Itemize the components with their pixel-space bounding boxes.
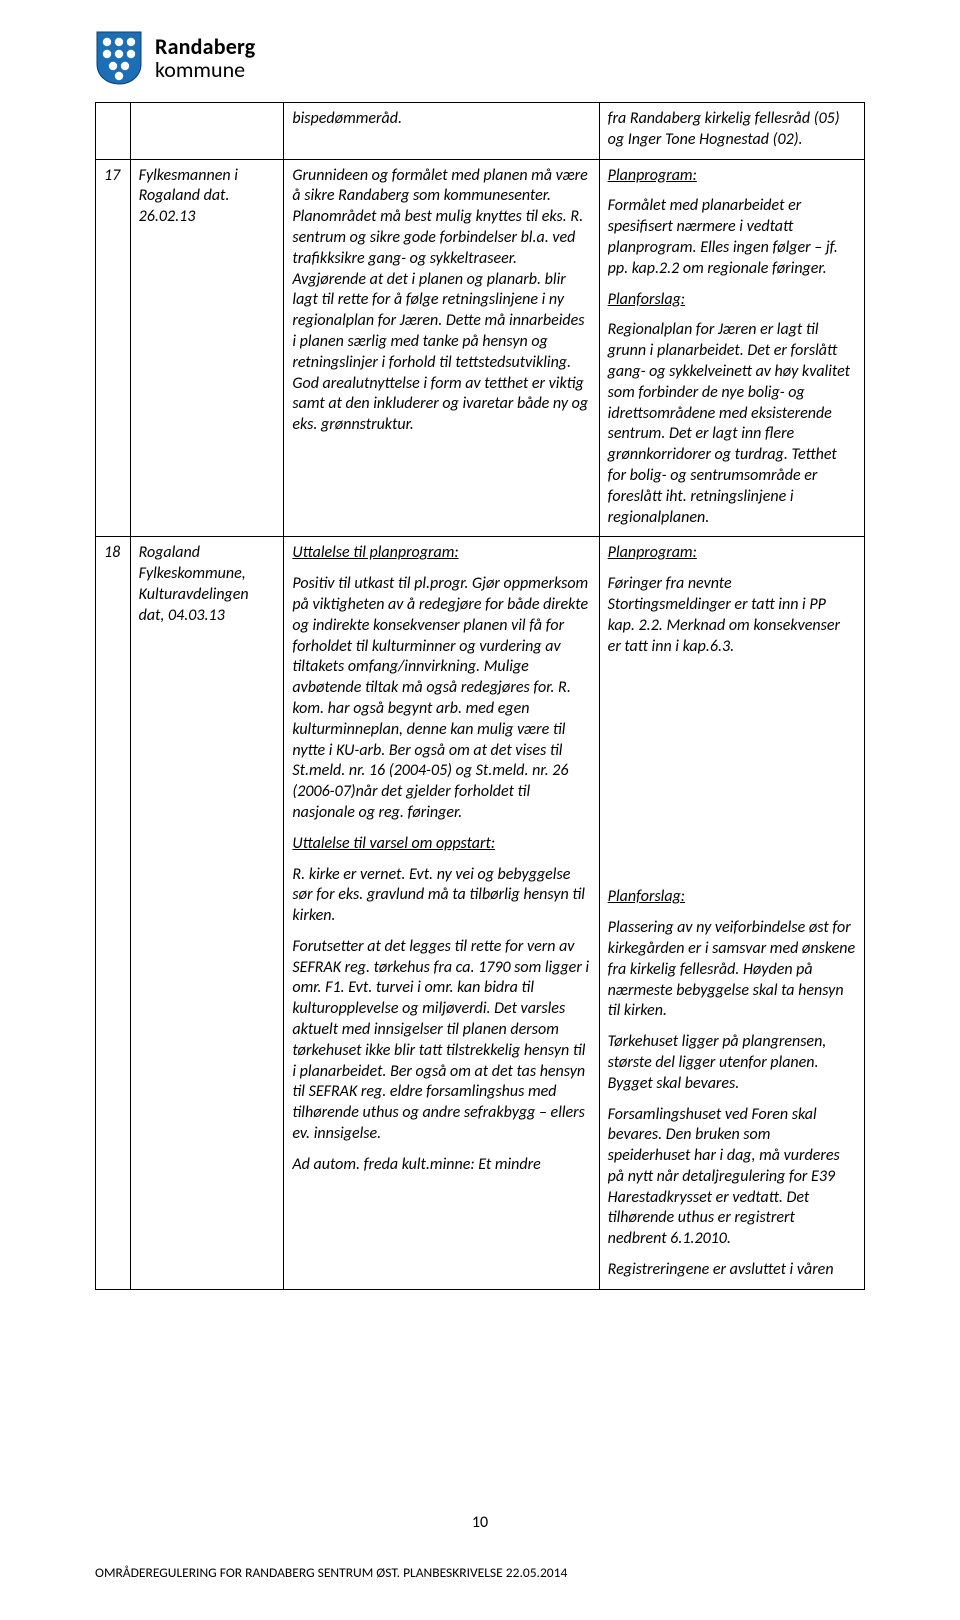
brand-text: Randaberg kommune: [155, 35, 255, 81]
section-heading: Uttalelse til varsel om oppstart:: [292, 834, 590, 855]
statement-cell: bispedømmeråd.: [284, 103, 599, 160]
paragraph: Grunnideen og formålet med planen må vær…: [292, 166, 590, 436]
paragraph: Ad autom. freda kult.minne: Et mindre: [292, 1155, 590, 1176]
row-number: 18: [96, 537, 131, 1290]
submitter-cell: Fylkesmannen i Rogaland dat. 26.02.13: [130, 159, 284, 537]
section-heading: Uttalelse til planprogram:: [292, 543, 590, 564]
submitter-cell: [130, 103, 284, 160]
comments-table: bispedømmeråd. fra Randaberg kirkelig fel…: [95, 102, 865, 1290]
statement-cell: Grunnideen og formålet med planen må vær…: [284, 159, 599, 537]
paragraph: Regionalplan for Jæren er lagt til grunn…: [608, 320, 856, 528]
section-heading: Planprogram:: [608, 543, 856, 564]
paragraph: bispedømmeråd.: [292, 109, 590, 130]
brand-line1: Randaberg: [155, 35, 255, 58]
table-row: 18Rogaland Fylkeskommune, Kulturavdeling…: [96, 537, 865, 1290]
paragraph: fra Randaberg kirkelig fellesråd (05) og…: [608, 109, 856, 151]
paragraph: Forutsetter at det legges til rette for …: [292, 937, 590, 1145]
table-row: 17Fylkesmannen i Rogaland dat. 26.02.13G…: [96, 159, 865, 537]
row-number: 17: [96, 159, 131, 537]
municipality-shield-icon: [95, 30, 143, 86]
section-heading: Planprogram:: [608, 166, 856, 187]
brand-line2: kommune: [155, 58, 255, 81]
statement-cell: Uttalelse til planprogram: Positiv til ut…: [284, 537, 599, 1290]
paragraph: Føringer fra nevnte Stortingsmeldinger e…: [608, 574, 856, 657]
page-number: 10: [0, 1513, 960, 1534]
paragraph: Positiv til utkast til pl.progr. Gjør op…: [292, 574, 590, 824]
spacer: [608, 667, 856, 887]
paragraph: Tørkehuset ligger på plangrensen, størst…: [608, 1032, 856, 1094]
paragraph: Forsamlingshuset ved Foren skal bevares.…: [608, 1105, 856, 1251]
response-cell: fra Randaberg kirkelig fellesråd (05) og…: [599, 103, 864, 160]
row-number: [96, 103, 131, 160]
section-heading: Planforslag:: [608, 290, 856, 311]
paragraph: Formålet med planarbeidet er spesifisert…: [608, 196, 856, 279]
paragraph: Registreringene er avsluttet i våren: [608, 1260, 856, 1281]
section-heading: Planforslag:: [608, 887, 856, 908]
response-cell: Planprogram: Formålet med planarbeidet er…: [599, 159, 864, 537]
page-header: Randaberg kommune: [95, 30, 865, 86]
paragraph: Plassering av ny veiforbindelse øst for …: [608, 918, 856, 1022]
paragraph: R. kirke er vernet. Evt. ny vei og bebyg…: [292, 865, 590, 927]
response-cell: Planprogram: Føringer fra nevnte Storting…: [599, 537, 864, 1290]
table-row: bispedømmeråd. fra Randaberg kirkelig fel…: [96, 103, 865, 160]
footer-text: OMRÅDEREGULERING FOR RANDABERG SENTRUM Ø…: [95, 1564, 567, 1582]
submitter-cell: Rogaland Fylkeskommune, Kulturavdelingen…: [130, 537, 284, 1290]
